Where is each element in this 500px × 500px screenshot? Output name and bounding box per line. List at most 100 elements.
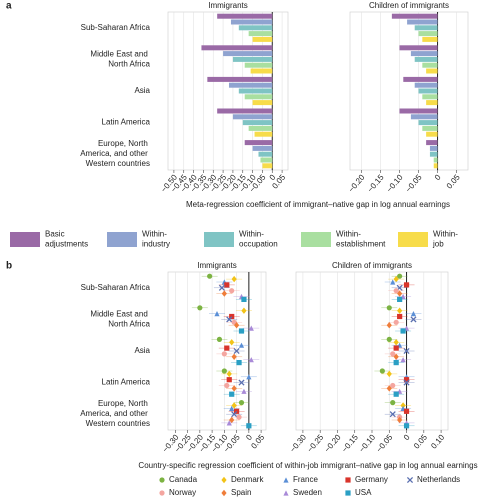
bar	[217, 13, 273, 19]
marker	[248, 357, 254, 363]
marker	[234, 408, 240, 414]
bar	[422, 36, 438, 42]
marker	[221, 351, 227, 357]
marker	[221, 368, 227, 374]
bar	[201, 45, 273, 51]
marker	[236, 360, 242, 366]
category-label: Middle East and North Africa	[90, 50, 150, 69]
legend-label: Denmark	[231, 475, 264, 484]
marker	[390, 351, 396, 357]
legend-label: USA	[355, 488, 372, 497]
subplot-title: Children of immigrants	[332, 261, 412, 270]
x-axis-label: Meta-regression coefficient of immigrant…	[186, 200, 450, 209]
bar	[429, 145, 438, 151]
bar	[433, 163, 438, 169]
marker	[159, 477, 165, 483]
category-label: Asia	[134, 86, 150, 95]
legend-label: Spain	[231, 488, 251, 497]
legend-label: Within-occupation	[239, 230, 278, 249]
marker	[241, 388, 247, 394]
legend-label: Within-establishment	[336, 230, 386, 249]
legend-label: Canada	[169, 475, 198, 484]
bar	[232, 56, 273, 62]
bar	[414, 56, 438, 62]
bar	[242, 120, 273, 126]
marker	[236, 414, 242, 420]
marker	[229, 288, 235, 294]
marker	[403, 379, 410, 386]
bar	[418, 120, 438, 126]
x-tick-label: 0.05	[445, 172, 462, 190]
bar	[248, 125, 273, 131]
marker	[393, 319, 399, 325]
marker	[231, 411, 238, 418]
marker	[393, 288, 399, 294]
legend-label: Netherlands	[417, 475, 460, 484]
marker	[246, 423, 252, 429]
bar	[223, 51, 273, 57]
x-tick-label: −0.05	[375, 432, 395, 454]
x-tick-label: 0.05	[412, 432, 429, 450]
x-tick-label: −0.05	[404, 172, 424, 194]
legend-swatch	[398, 232, 428, 247]
marker	[386, 385, 392, 392]
marker	[216, 336, 223, 342]
legend-swatch	[107, 232, 137, 247]
marker	[229, 405, 235, 411]
bar	[228, 82, 273, 88]
bar	[248, 31, 273, 37]
category-label: Sub-Saharan Africa	[81, 23, 151, 32]
marker	[410, 316, 417, 323]
legend-swatch	[301, 232, 331, 247]
x-tick-label: −0.30	[288, 432, 308, 454]
legend-label: Basic adjustments	[45, 230, 88, 249]
bar	[403, 76, 438, 82]
bar	[232, 114, 273, 120]
marker	[226, 316, 233, 323]
bar	[422, 94, 438, 100]
bar	[244, 62, 273, 68]
legend-label: France	[293, 475, 318, 484]
marker	[410, 311, 417, 317]
marker	[283, 477, 289, 483]
marker	[379, 368, 385, 374]
bar	[252, 100, 273, 106]
bar	[410, 51, 438, 57]
marker	[221, 476, 227, 484]
marker	[218, 284, 225, 291]
marker	[238, 379, 245, 386]
category-label: Asia	[134, 346, 150, 355]
marker	[386, 305, 392, 311]
bar	[426, 131, 438, 137]
x-tick-label: 0	[268, 172, 278, 182]
marker	[397, 273, 403, 279]
legend-label: Within-job	[432, 230, 458, 249]
legend-label: Sweden	[293, 488, 322, 497]
marker	[226, 420, 232, 426]
marker	[386, 370, 392, 378]
category-label: Sub-Saharan Africa	[81, 283, 151, 292]
marker	[214, 311, 220, 317]
x-tick-label: −0.10	[357, 432, 377, 454]
x-tick-label: −0.15	[340, 432, 360, 454]
bar	[422, 62, 438, 68]
marker	[246, 374, 252, 380]
marker	[400, 402, 406, 409]
bar	[254, 131, 273, 137]
marker	[403, 377, 410, 383]
marker	[393, 391, 399, 397]
marker	[231, 385, 237, 392]
marker	[397, 416, 403, 424]
bar	[418, 88, 438, 94]
marker	[397, 313, 403, 320]
marker	[393, 353, 399, 360]
subplot-title: Children of immigrants	[369, 1, 449, 10]
marker	[224, 282, 230, 288]
marker	[393, 345, 399, 351]
bar	[414, 82, 438, 88]
marker	[393, 360, 399, 366]
bar	[262, 163, 273, 169]
bar	[422, 125, 438, 131]
marker	[386, 322, 392, 329]
bar	[217, 108, 273, 114]
